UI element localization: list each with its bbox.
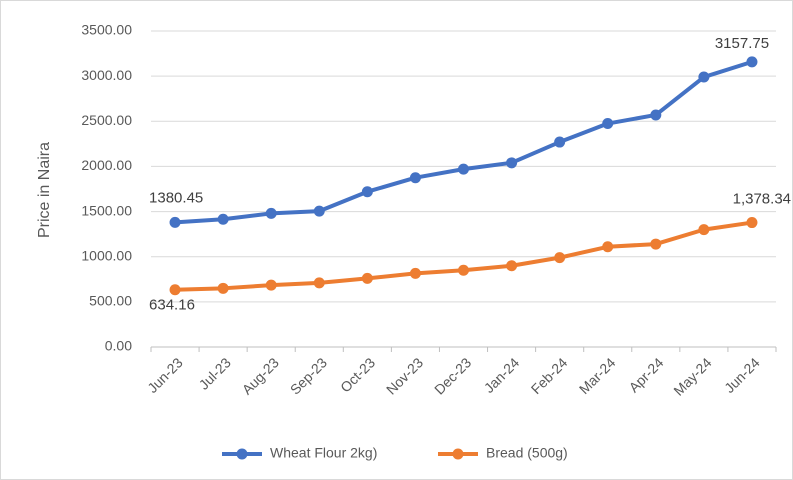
point xyxy=(602,241,614,253)
point xyxy=(361,272,373,284)
point xyxy=(409,267,421,279)
point xyxy=(169,216,181,228)
legend-marker xyxy=(236,448,248,460)
point xyxy=(265,279,277,291)
point xyxy=(554,136,566,148)
point xyxy=(506,157,518,169)
point xyxy=(554,252,566,264)
point xyxy=(746,56,758,68)
point xyxy=(698,71,710,83)
point xyxy=(650,238,662,250)
point xyxy=(458,264,469,276)
point xyxy=(169,284,181,296)
y-tick-label: 3500.00 xyxy=(81,22,132,38)
point xyxy=(650,109,662,121)
point xyxy=(698,224,710,236)
point xyxy=(746,217,758,229)
y-tick-label: 500.00 xyxy=(89,293,132,309)
legend-marker xyxy=(452,448,464,460)
point xyxy=(217,282,229,294)
data-label: 1380.45 xyxy=(149,189,203,206)
point xyxy=(313,205,325,217)
point xyxy=(265,207,277,219)
point xyxy=(361,186,373,198)
data-label: 634.16 xyxy=(149,297,195,314)
legend-label: Bread (500g) xyxy=(486,445,568,461)
point xyxy=(458,163,469,175)
y-axis-label: Price in Naira xyxy=(36,142,53,238)
point xyxy=(602,118,614,130)
y-tick-label: 3000.00 xyxy=(81,67,132,83)
y-tick-label: 1000.00 xyxy=(81,247,132,263)
y-tick-label: 0.00 xyxy=(105,338,132,354)
data-label: 1,378.34 xyxy=(733,191,791,208)
point xyxy=(506,260,518,272)
y-tick-label: 2000.00 xyxy=(81,157,132,173)
point xyxy=(409,172,421,184)
y-tick-label: 1500.00 xyxy=(81,202,132,218)
point xyxy=(217,213,229,225)
data-label: 3157.75 xyxy=(715,35,769,52)
legend-label: Wheat Flour 2kg) xyxy=(270,445,377,461)
point xyxy=(313,277,325,289)
y-tick-label: 2500.00 xyxy=(81,112,132,128)
